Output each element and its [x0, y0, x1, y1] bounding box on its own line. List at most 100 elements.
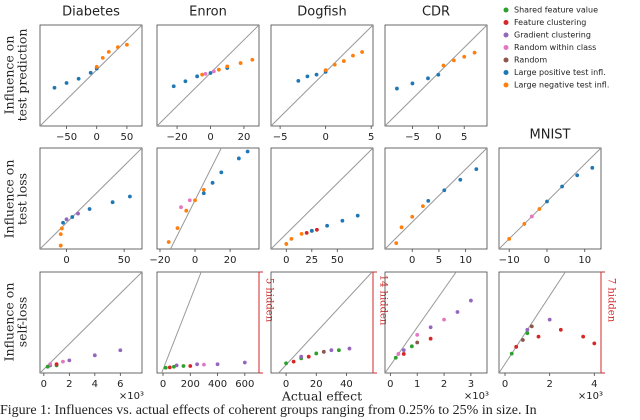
y-axis-label: Influence on	[2, 283, 17, 362]
x-tick-label: −20	[167, 132, 188, 143]
plot-area	[40, 148, 142, 249]
point	[401, 348, 406, 353]
x-tick-label: 50	[118, 255, 131, 266]
axes-frame	[156, 24, 260, 127]
point	[201, 191, 206, 196]
identity-line	[271, 25, 373, 126]
x-tick-label: 0	[283, 255, 289, 266]
point	[428, 336, 433, 341]
point	[64, 81, 69, 85]
point	[304, 230, 309, 235]
point	[284, 242, 289, 246]
point	[436, 72, 441, 77]
point	[426, 76, 430, 81]
axes-frame	[156, 271, 260, 374]
point	[329, 348, 334, 353]
axes-frame	[270, 24, 374, 127]
x-tick-label: 5	[436, 255, 442, 266]
legend-label: Random	[514, 56, 547, 65]
identity-line	[499, 148, 601, 249]
point	[184, 208, 189, 213]
point	[560, 184, 564, 189]
axes-frame	[39, 24, 143, 127]
point	[118, 348, 123, 353]
point	[175, 226, 180, 231]
point	[514, 344, 519, 349]
point	[421, 204, 425, 209]
point	[54, 362, 59, 367]
panel-title: CDR	[422, 5, 450, 20]
x-tick-label: 0	[544, 255, 550, 266]
point	[215, 362, 220, 367]
x-tick-label: 200	[181, 379, 200, 390]
point	[106, 49, 111, 54]
point	[394, 241, 399, 246]
point	[59, 226, 64, 231]
point	[592, 341, 597, 346]
axes-frame	[498, 271, 602, 374]
point	[305, 74, 310, 79]
point	[100, 55, 105, 60]
x-tick-label: 0	[192, 255, 198, 266]
x-offset-label: ×10³	[464, 391, 489, 402]
point	[441, 63, 446, 68]
legend-marker	[503, 70, 509, 75]
point	[125, 42, 129, 47]
point	[127, 194, 132, 199]
point	[415, 332, 420, 337]
x-tick-label: 10	[578, 255, 591, 266]
panel-title: Diabetes	[62, 5, 120, 20]
point	[575, 173, 580, 178]
x-tick-label: 0	[387, 379, 393, 390]
x-tick-label: 0	[283, 379, 289, 390]
point	[399, 225, 404, 230]
x-offset-label: ×10³	[119, 391, 144, 402]
point	[547, 317, 552, 322]
point	[341, 59, 346, 63]
panel-title: Enron	[189, 5, 227, 20]
point	[590, 165, 595, 170]
point	[210, 180, 215, 185]
panel-title: Dogfish	[297, 5, 346, 20]
plot-area	[161, 272, 247, 373]
point	[314, 72, 319, 77]
x-tick-label: −20	[149, 255, 170, 266]
x-tick-label: 0	[322, 132, 328, 143]
x-tick-label: 5	[461, 132, 467, 143]
point	[509, 351, 514, 356]
legend-label: Large positive test infl.	[514, 68, 606, 77]
plot-area	[385, 25, 487, 126]
legend-marker	[503, 20, 509, 25]
x-tick-label: −10	[499, 255, 520, 266]
point	[167, 365, 172, 370]
point	[166, 240, 171, 244]
point	[284, 361, 288, 366]
x-tick-label: 4	[92, 379, 98, 390]
plot-area	[157, 25, 259, 126]
point	[94, 64, 99, 69]
point	[64, 217, 69, 222]
point	[67, 358, 72, 363]
point	[558, 327, 563, 332]
x-tick-label: −5	[405, 132, 420, 143]
point	[410, 81, 415, 86]
plot-area	[499, 148, 601, 249]
x-tick-label: 2	[66, 379, 72, 390]
x-tick-label: 10	[459, 255, 472, 266]
point	[468, 298, 473, 303]
x-tick-label: 2	[441, 379, 447, 390]
point	[87, 207, 92, 211]
point	[395, 86, 399, 91]
point	[442, 317, 446, 322]
legend-marker	[503, 82, 509, 88]
legend-label: Gradient clustering	[514, 31, 591, 40]
point	[336, 348, 341, 353]
point	[347, 346, 352, 351]
point	[48, 362, 53, 367]
point	[393, 355, 398, 360]
legend-label: Large negative test infl.	[514, 81, 609, 90]
point	[323, 68, 328, 72]
point	[236, 156, 241, 161]
plot-area	[271, 148, 373, 249]
point	[529, 324, 534, 329]
